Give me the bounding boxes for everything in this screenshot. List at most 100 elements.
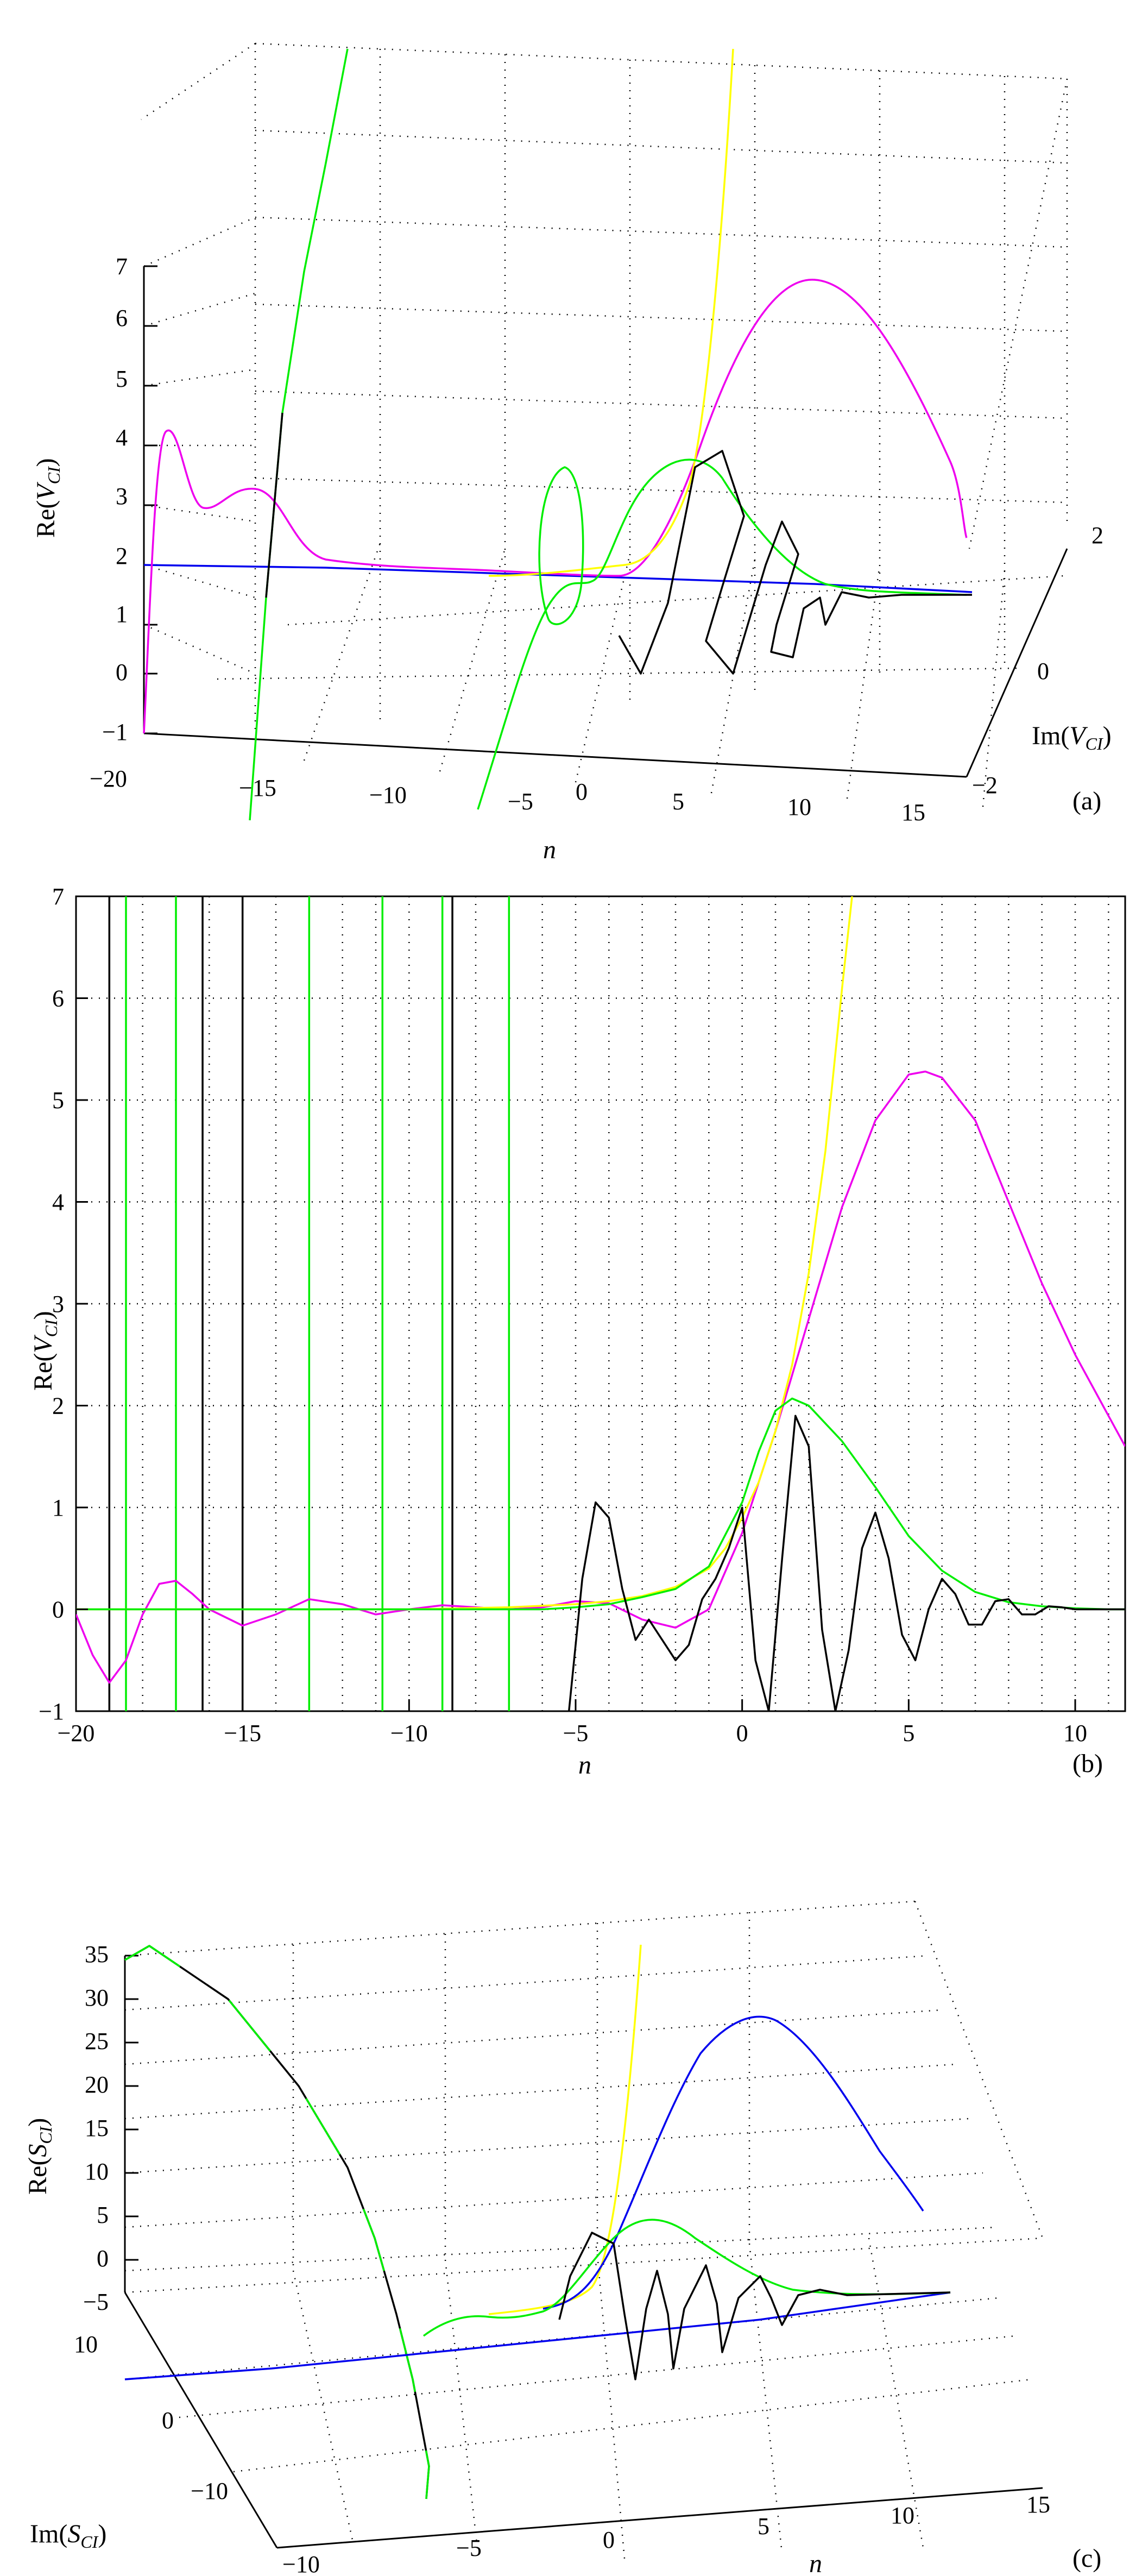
series-black — [618, 450, 972, 675]
series-blue-peak — [542, 2015, 924, 2310]
panel-c-curves — [124, 1944, 951, 2499]
y-tick-label: 2 — [1091, 522, 1103, 549]
panel-a-y-ticks: −2 0 2 — [972, 522, 1103, 799]
panel-c-grid — [124, 1900, 1044, 2559]
z-axis-label: Re(VCI) — [31, 458, 64, 538]
y-tick-label: 0 — [52, 1597, 64, 1623]
y-tick-label: 1 — [52, 1494, 64, 1521]
panel-a: 7 6 5 4 3 2 1 0 −1 −20 −15 −10 −5 0 5 10… — [31, 42, 1112, 864]
z-tick-label: 25 — [85, 2028, 109, 2054]
x-tick-label: 15 — [901, 799, 925, 826]
y-tick-label: 0 — [162, 2407, 174, 2434]
x-axis-label: n — [578, 1751, 591, 1780]
x-tick-label: −20 — [90, 765, 127, 792]
z-tick-label: 4 — [116, 424, 128, 451]
z-tick-label: 0 — [116, 659, 128, 686]
series-magenta — [143, 279, 968, 734]
z-tick-label: 2 — [116, 543, 128, 569]
z-tick-label: −1 — [102, 719, 128, 745]
x-tick-label: 15 — [1026, 2491, 1050, 2518]
y-tick-label: −1 — [39, 1698, 64, 1725]
panel-a-axes — [143, 265, 1068, 778]
y-tick-label: 3 — [52, 1291, 64, 1317]
panel-c-y-ticks: 10 0 −10 — [74, 2331, 228, 2504]
panel-label-a: (a) — [1072, 787, 1101, 815]
panel-c-z-ticks: 35 30 25 20 15 10 5 0 −5 — [83, 1941, 109, 2315]
z-tick-label: −5 — [83, 2289, 109, 2315]
x-axis-label: n — [543, 835, 556, 864]
panel-label-c: (c) — [1072, 2544, 1101, 2573]
y-tick-label: 7 — [52, 883, 64, 910]
y-tick-label: −10 — [191, 2478, 228, 2504]
panel-a-z-ticks: 7 6 5 4 3 2 1 0 −1 — [102, 253, 128, 745]
series-yellow — [488, 1944, 642, 2315]
panel-label-b: (b) — [1072, 1749, 1103, 1778]
y-tick-label: 0 — [1037, 658, 1049, 684]
series-black-vert — [265, 412, 283, 598]
x-tick-label: 0 — [603, 2527, 615, 2553]
x-tick-label: 0 — [736, 1720, 748, 1746]
panel-a-x-ticks: −20 −15 −10 −5 0 5 10 15 — [90, 765, 925, 826]
panel-b-plot-area — [76, 896, 1125, 1711]
z-tick-label: 1 — [116, 601, 128, 627]
x-tick-label: −10 — [390, 1720, 428, 1746]
x-tick-label: −5 — [508, 788, 533, 815]
panel-c-x-ticks: −10 −5 0 5 10 15 — [282, 2491, 1050, 2576]
x-tick-label: −20 — [58, 1720, 95, 1746]
y-tick-label: 4 — [52, 1189, 64, 1216]
y-tick-label: −2 — [972, 772, 998, 799]
series-green-lower — [477, 458, 967, 810]
series-green-loop — [538, 466, 584, 625]
series-green-upper — [249, 48, 349, 821]
x-tick-label: 0 — [576, 778, 588, 805]
x-tick-label: 5 — [672, 788, 684, 815]
series-yellow — [76, 896, 853, 1611]
series-black-loops — [558, 2232, 951, 2380]
y-tick-label: 2 — [52, 1393, 64, 1419]
panel-a-curves — [143, 48, 973, 821]
x-tick-label: −5 — [456, 2535, 482, 2561]
z-tick-label: 5 — [116, 366, 128, 392]
x-tick-label: −15 — [224, 1720, 261, 1746]
z-tick-label: 7 — [116, 253, 128, 280]
series-green-mid — [422, 2219, 951, 2337]
z-tick-label: 35 — [85, 1941, 109, 1968]
y-tick-label: 10 — [74, 2331, 98, 2358]
x-tick-label: −15 — [239, 775, 276, 801]
panel-a-grid — [141, 42, 1068, 807]
x-tick-label: 5 — [903, 1720, 914, 1746]
y-tick-label: 6 — [52, 985, 64, 1012]
x-tick-label: 10 — [1063, 1720, 1087, 1746]
z-tick-label: 3 — [116, 483, 128, 510]
z-tick-label: 10 — [85, 2158, 109, 2185]
z-axis-label: Re(SCI) — [23, 2118, 55, 2195]
y-tick-label: 5 — [52, 1087, 64, 1114]
series-blue-floor — [124, 2291, 951, 2380]
z-tick-label: 5 — [97, 2202, 109, 2228]
panel-c: 35 30 25 20 15 10 5 0 −5 10 0 −10 −10 −5… — [23, 1900, 1101, 2576]
z-tick-label: 0 — [97, 2245, 109, 2272]
x-tick-label: 10 — [891, 2502, 914, 2529]
series-black-green-left — [124, 1945, 430, 2499]
series-green — [76, 1397, 1125, 1611]
y-axis-label: Re(VCI) — [29, 1311, 61, 1391]
x-tick-label: 5 — [758, 2513, 769, 2540]
z-tick-label: 30 — [85, 1984, 109, 2011]
series-blue — [143, 564, 973, 593]
x-tick-label: −10 — [369, 782, 407, 808]
z-tick-label: 20 — [85, 2071, 109, 2098]
x-tick-label: 10 — [787, 794, 811, 820]
z-tick-label: 15 — [85, 2115, 109, 2141]
y-axis-label: Im(SCI) — [30, 2520, 106, 2552]
series-black — [567, 1415, 1125, 1711]
z-tick-label: 6 — [116, 305, 128, 331]
x-axis-label: n — [809, 2549, 822, 2576]
series-yellow — [488, 48, 734, 577]
x-tick-label: −10 — [282, 2551, 320, 2576]
y-axis-label: Im(VCI) — [1032, 721, 1112, 753]
x-tick-label: −5 — [563, 1720, 589, 1746]
panel-c-axes — [124, 1955, 1043, 2549]
